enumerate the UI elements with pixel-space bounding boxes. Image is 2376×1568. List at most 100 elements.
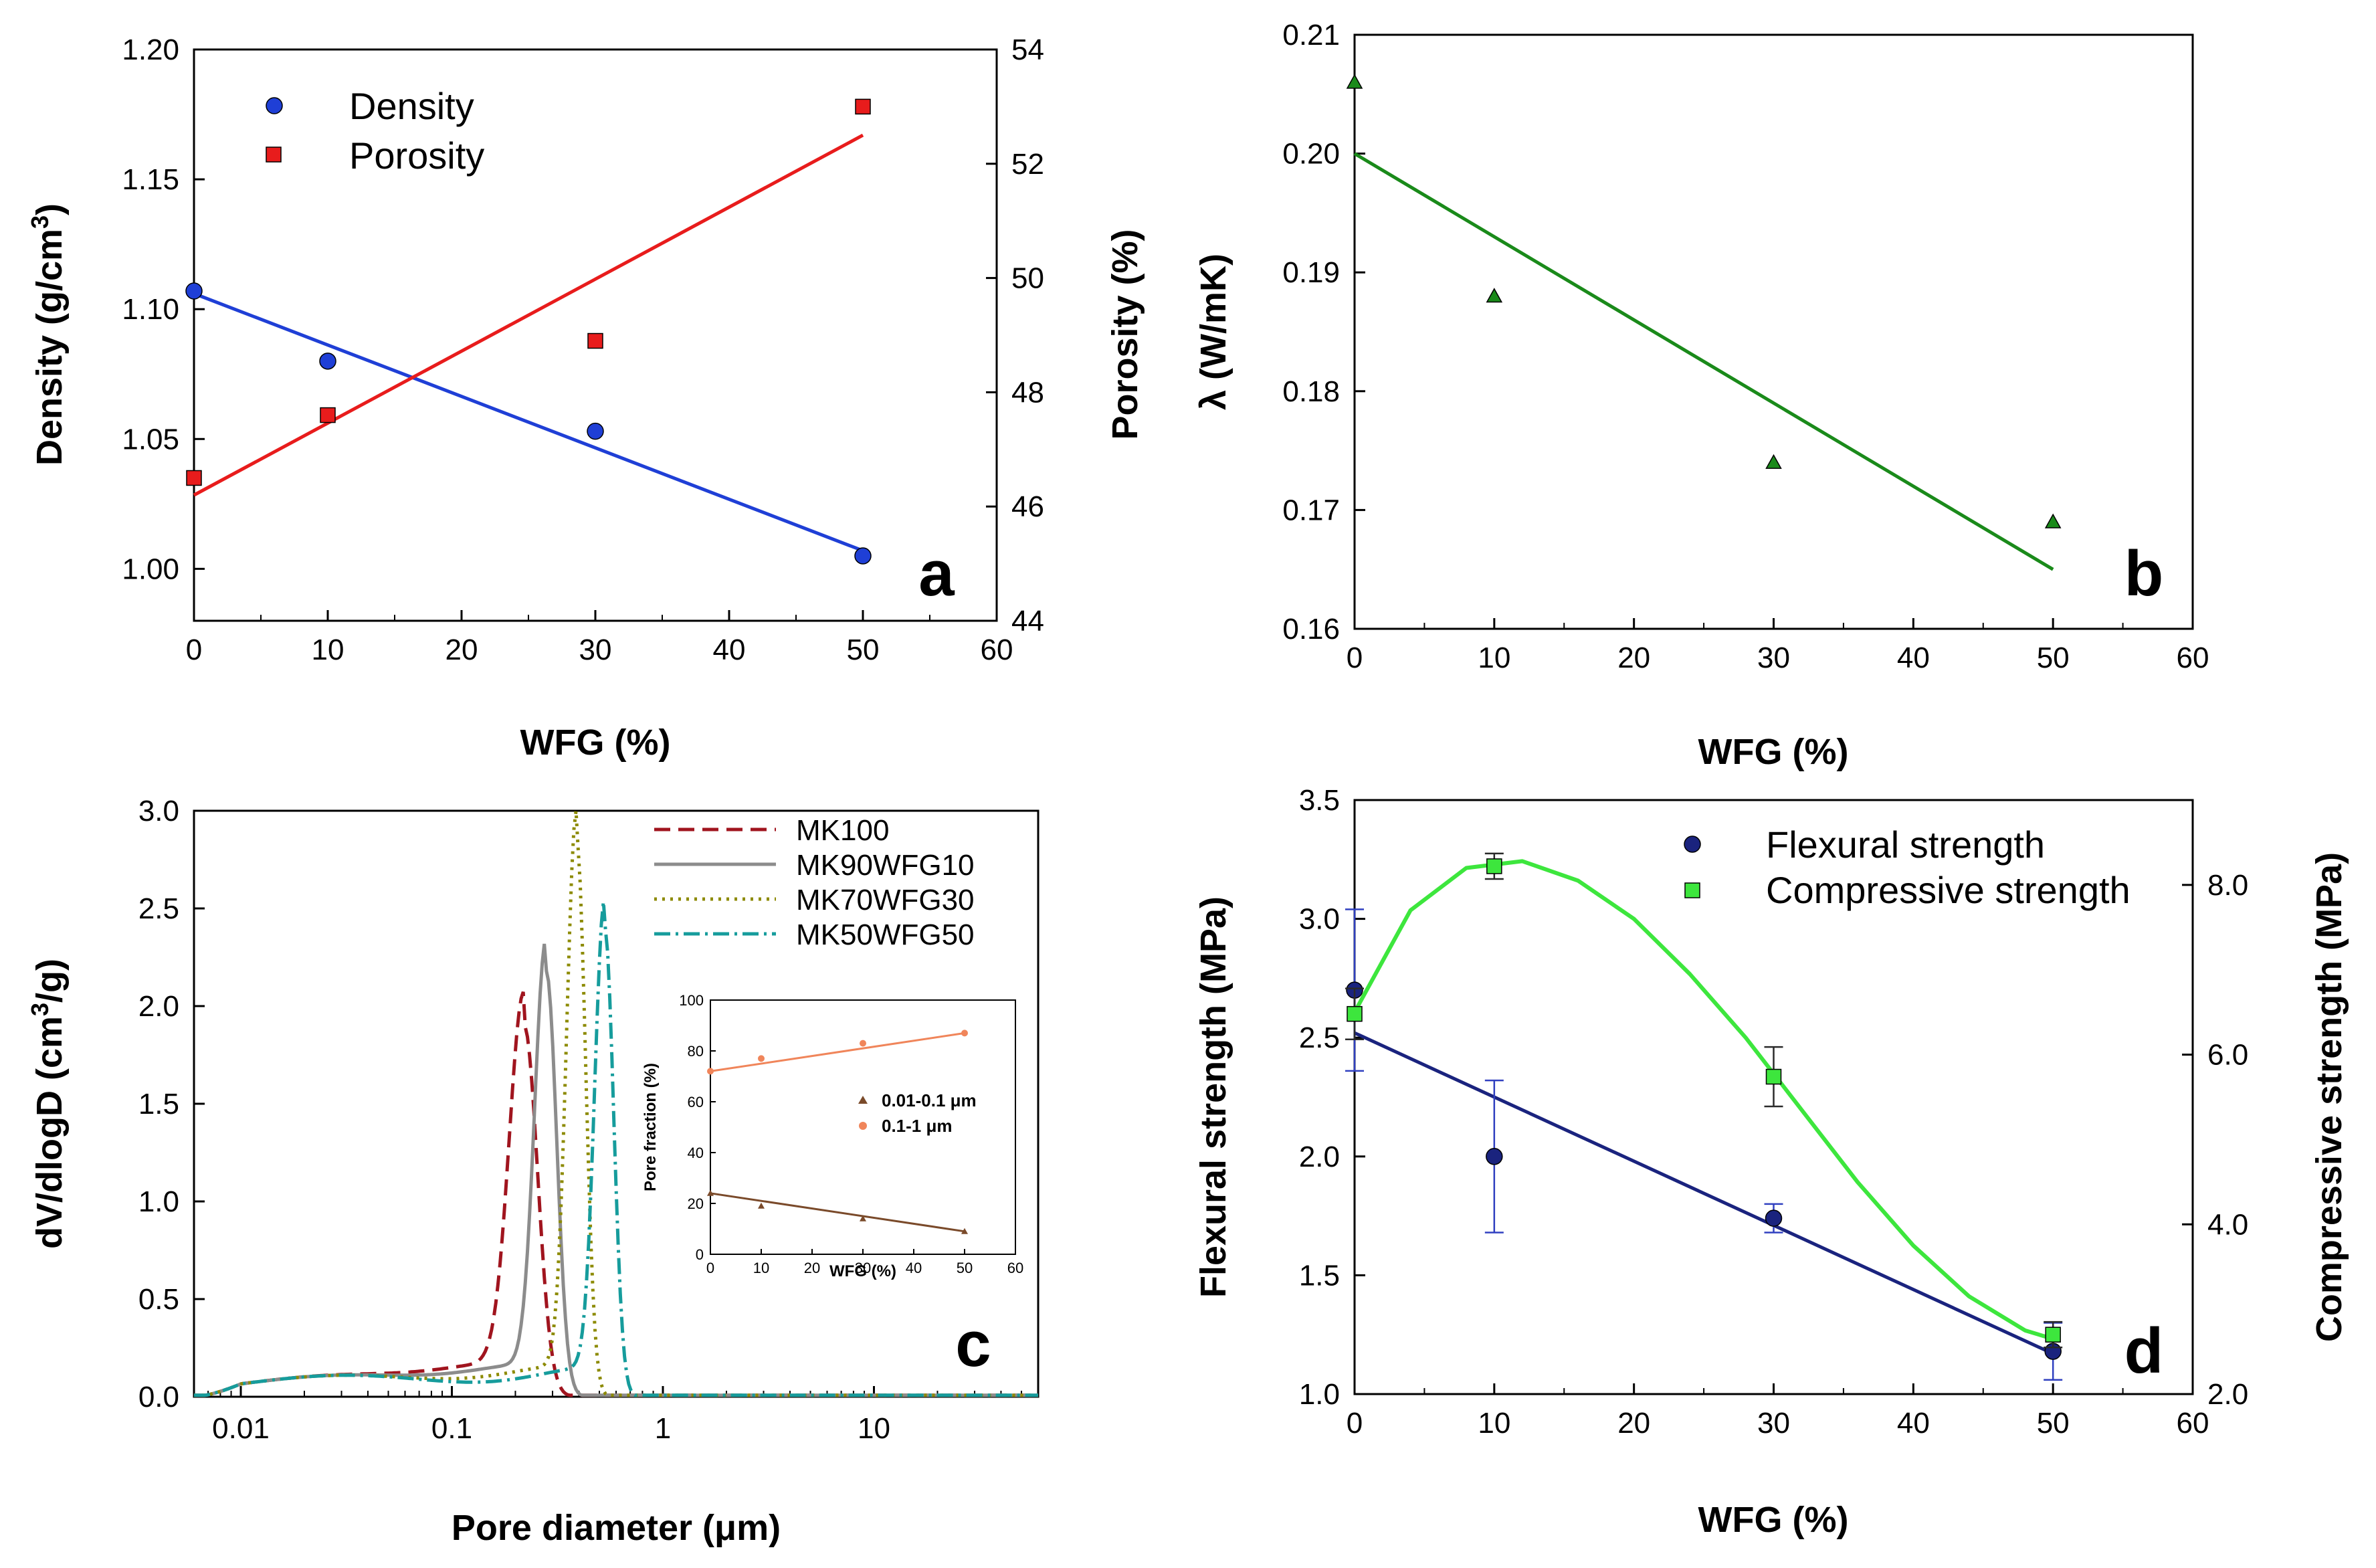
panel-a-y2label: Porosity (%)	[1105, 229, 1145, 439]
panel-a-points	[185, 98, 872, 565]
panel-d-fit-lines	[1353, 859, 2054, 1355]
y-tick-label: 1.15	[122, 163, 179, 196]
y-tick-label: 2.0	[138, 990, 179, 1023]
x-tick-label: 10	[1478, 642, 1510, 674]
x-tick-label: 0	[186, 633, 202, 666]
y-tick-label: 0.20	[1282, 138, 1340, 171]
y2-tick-label: 6.0	[2207, 1039, 2248, 1072]
inset-point	[860, 1040, 866, 1047]
fit-line-density	[193, 292, 864, 553]
legend-porosity-marker	[266, 146, 282, 163]
curve-mk50wfg50	[194, 901, 1038, 1397]
inset-x-tick-label: 10	[753, 1260, 769, 1276]
panel-a-letter: a	[918, 538, 955, 609]
inset-legend-marker-large	[859, 1122, 867, 1130]
legend-label-mk100: MK100	[796, 814, 889, 847]
y-tick-label: 0.21	[1282, 19, 1340, 52]
y2-tick-label: 48	[1011, 376, 1044, 409]
panel-a-ticks: 0 10 20 30 40 50 60 1.00 1.05 1.10 1.15 1.20 44 46 48 5…	[122, 33, 1044, 666]
inset-ylabel: Pore fraction (%)	[641, 1063, 660, 1191]
legend-label-mk90wfg10: MK90WFG10	[796, 849, 975, 882]
inset-y-tick-label: 80	[688, 1043, 704, 1060]
panel-c-letter: c	[955, 1308, 991, 1380]
panel-d-ylabel: Flexural strength (MPa)	[1193, 896, 1233, 1298]
inset-point	[758, 1055, 765, 1062]
lambda-point	[2044, 513, 2062, 528]
flexural-point	[1486, 1148, 1503, 1165]
lambda-point	[1346, 74, 1363, 89]
y-tick-label: 0.5	[138, 1283, 179, 1316]
x-tick-label: 30	[579, 633, 612, 666]
lambda-point	[1765, 454, 1782, 469]
panel-c-inset: 0 10 20 30 40 50 60 0 20 40 60 80 100 WFG (%) Pore f…	[641, 992, 1023, 1280]
panel-c-xlabel: Pore diameter (μm)	[452, 1508, 781, 1548]
y-tick-label: 1.5	[1299, 1259, 1340, 1292]
porosity-point	[186, 470, 202, 486]
panel-c-curves	[194, 810, 1038, 1397]
y-tick-label: 1.05	[122, 423, 179, 456]
panel-b-ylabel: λ (W/mK)	[1193, 254, 1233, 410]
y2-tick-label: 2.0	[2207, 1378, 2248, 1411]
inset-point	[758, 1202, 765, 1209]
inset-fit-line	[710, 1032, 965, 1072]
panel-a-xlabel: WFG (%)	[520, 722, 671, 763]
y-tick-label: 1.10	[122, 293, 179, 326]
panel-b: 0 10 20 30 40 50 60 0.16 0.17 0.18 0.19 0.20 0.21 WF…	[1193, 19, 2209, 772]
panel-b-letter: b	[2124, 538, 2164, 609]
panel-a: 0 10 20 30 40 50 60 1.00 1.05 1.10 1.15 1.20 44 46 48 5…	[26, 33, 1145, 763]
legend-porosity-label: Porosity	[349, 134, 484, 177]
panel-b-points	[1346, 74, 2062, 528]
inset-point	[707, 1189, 714, 1196]
panel-d-y2label: Compressive strength (MPa)	[2309, 852, 2349, 1342]
x-tick-label: 20	[1617, 1407, 1650, 1440]
x-tick-label: 10	[858, 1412, 890, 1445]
inset-y-tick-label: 100	[679, 992, 704, 1009]
inset-x-tick-label: 20	[804, 1260, 820, 1276]
x-tick-label: 50	[2037, 642, 2070, 674]
y-tick-label: 1.20	[122, 33, 179, 66]
y-tick-label: 3.0	[1299, 903, 1340, 936]
density-point	[854, 547, 872, 565]
legend-flexural-marker	[1684, 836, 1701, 853]
inset-point	[860, 1215, 866, 1221]
inset-xlabel: WFG (%)	[829, 1262, 896, 1280]
y2-tick-label: 8.0	[2207, 869, 2248, 902]
x-tick-label: 50	[2037, 1407, 2070, 1440]
inset-x-tick-label: 60	[1007, 1260, 1023, 1276]
inset-y-tick-label: 60	[688, 1094, 704, 1110]
inset-y-tick-label: 20	[688, 1195, 704, 1212]
y-tick-label: 1.0	[1299, 1378, 1340, 1411]
panel-c-ticks: 0.01 0.1 1 10 0.0 0.5 1.0 1.5 2.0 2.5 3.0	[138, 795, 1023, 1445]
x-tick-label: 10	[312, 633, 344, 666]
x-tick-label: 50	[847, 633, 880, 666]
porosity-point	[855, 98, 871, 115]
y-tick-label: 0.0	[138, 1381, 179, 1413]
panel-a-fit-lines	[193, 133, 864, 553]
fit-line-porosity	[193, 133, 864, 497]
x-tick-label: 0.1	[431, 1412, 472, 1445]
inset-legend-label-small: 0.01-0.1 μm	[882, 1090, 977, 1110]
fit-line-lambda	[1353, 152, 2054, 571]
x-tick-label: 40	[713, 633, 746, 666]
panel-b-ticks: 0 10 20 30 40 50 60 0.16 0.17 0.18 0.19 0.20 0.21	[1282, 19, 2209, 674]
y-tick-label: 2.0	[1299, 1141, 1340, 1173]
x-tick-label: 60	[981, 633, 1013, 666]
panel-b-xlabel: WFG (%)	[1698, 732, 1849, 772]
fit-line-flexural	[1353, 1031, 2054, 1355]
compressive-point	[1486, 858, 1502, 874]
inset-points	[707, 1030, 968, 1234]
compressive-point	[1765, 1068, 1782, 1085]
legend-label-mk50wfg50: MK50WFG50	[796, 918, 975, 951]
inset-x-tick-label: 40	[906, 1260, 922, 1276]
compressive-point	[1347, 1005, 1363, 1022]
y-tick-label: 1.0	[138, 1185, 179, 1218]
y2-tick-label: 52	[1011, 148, 1044, 181]
y2-tick-label: 50	[1011, 262, 1044, 295]
x-tick-label: 20	[1617, 642, 1650, 674]
inset-legend-marker-small	[858, 1096, 868, 1104]
panel-c-ylabel: dV/dlogD (cm3/g)	[26, 959, 70, 1249]
inset-legend-label-large: 0.1-1 μm	[882, 1116, 953, 1136]
porosity-point	[587, 332, 603, 349]
